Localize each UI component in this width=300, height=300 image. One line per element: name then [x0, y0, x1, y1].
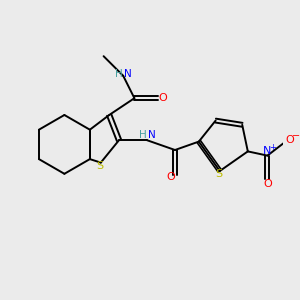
Text: N: N: [124, 69, 132, 80]
Text: O: O: [285, 135, 294, 145]
Text: N: N: [263, 146, 272, 156]
Text: H: H: [115, 69, 123, 80]
Text: +: +: [269, 143, 276, 152]
Text: S: S: [215, 169, 222, 179]
Text: −: −: [292, 131, 300, 141]
Text: H: H: [139, 130, 147, 140]
Text: O: O: [158, 93, 167, 103]
Text: O: O: [263, 178, 272, 189]
Text: O: O: [167, 172, 175, 182]
Text: S: S: [97, 161, 104, 171]
Text: N: N: [148, 130, 156, 140]
